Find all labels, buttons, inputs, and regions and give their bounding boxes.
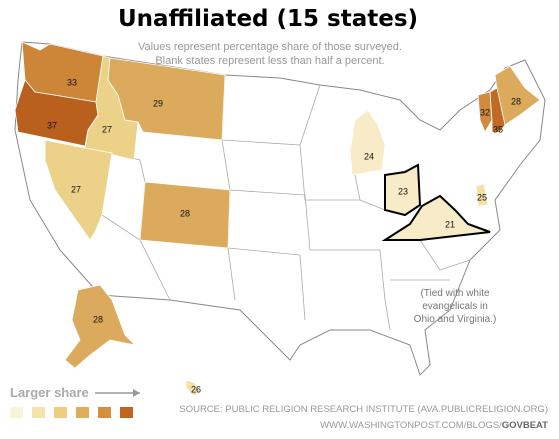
legend-swatch (120, 407, 133, 418)
note: (Tied with white (420, 288, 490, 299)
url: WWW.WASHINGTONPOST.COM/BLOGS/ (320, 420, 502, 431)
brand: GOVBEAT (502, 420, 548, 431)
footer-url: WWW.WASHINGTONPOST.COM/BLOGS/GOVBEAT (320, 420, 548, 431)
state-region (489, 87, 506, 133)
state-region (477, 91, 493, 133)
note: Ohio and Virginia.) (414, 314, 497, 325)
state-value: 23 (398, 186, 408, 196)
state-region (64, 284, 137, 369)
legend-arrow-head (133, 389, 140, 397)
state-value: 35 (493, 124, 503, 134)
subtitle: Values represent percentage share of tho… (138, 41, 402, 53)
source: SOURCE: PUBLIC RELIGION RESEARCH INSTITU… (179, 404, 548, 415)
state-value: 32 (480, 107, 490, 117)
legend-swatch (54, 407, 67, 418)
legend-swatch (98, 407, 111, 418)
state-value: 27 (71, 184, 81, 194)
state-value: 28 (511, 96, 521, 106)
note: evangelicals in (422, 301, 488, 312)
subtitle: Blank states represent less than half a … (155, 55, 384, 67)
state-value: 21 (445, 219, 455, 229)
state-value: 26 (191, 384, 201, 394)
state-value: 25 (477, 192, 487, 202)
state-value: 24 (364, 151, 374, 161)
legend-swatch (10, 407, 23, 418)
state-region (349, 109, 386, 176)
state-value: 28 (180, 208, 190, 218)
legend-swatch (76, 407, 89, 418)
title: Unaffiliated (15 states) (118, 6, 418, 32)
tied-outline (384, 163, 422, 217)
state-region (107, 57, 226, 141)
state-region (139, 181, 231, 249)
state-value: 33 (67, 77, 77, 87)
state-value: 37 (47, 120, 57, 130)
state-region (44, 139, 113, 241)
state-value: 29 (153, 98, 163, 108)
legend-swatch (32, 407, 45, 418)
legend-label: Larger share (10, 385, 89, 400)
state-region (185, 379, 201, 397)
state-value: 28 (93, 314, 103, 324)
tied-outline (381, 194, 491, 241)
state-value: 27 (102, 124, 112, 134)
state-region (475, 183, 489, 207)
